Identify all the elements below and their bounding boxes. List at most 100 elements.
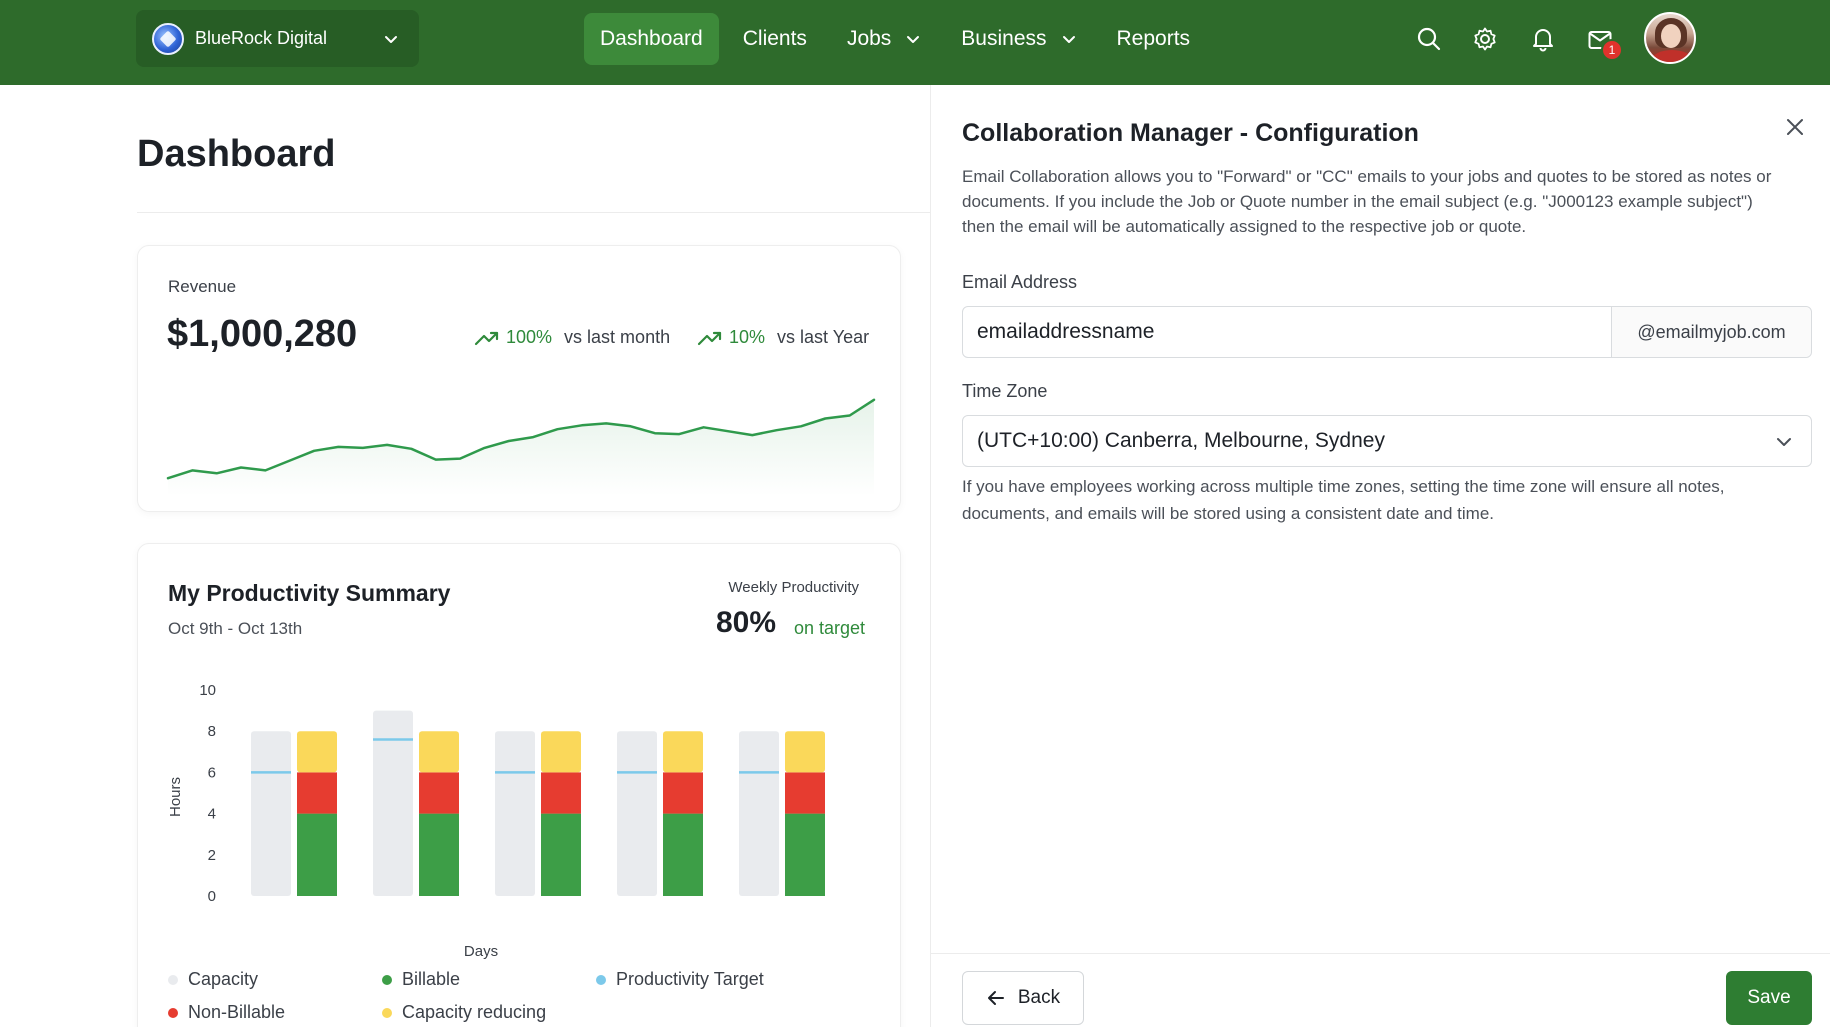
back-label: Back [1017,987,1061,1008]
trend-percent: 100% [506,327,553,347]
revenue-card: Revenue $1,000,280 100% vs last month 10… [137,245,901,512]
capacity-reducing-bar [297,731,337,773]
non-billable-bar [419,772,459,814]
trend-text: vs last Year [777,327,870,347]
weekly-productivity-value: 80% [716,606,777,639]
trend-up-icon [697,331,722,345]
trend-year: 10% vs last Year [697,327,869,348]
footer-divider [931,953,1830,954]
close-icon[interactable] [1784,116,1806,138]
nav-label: Dashboard [600,27,703,50]
main-nav: Dashboard Clients Jobs Business Reports [584,13,1206,65]
revenue-value: $1,000,280 [167,313,358,355]
config-panel: Collaboration Manager - Configuration Em… [930,85,1830,1027]
x-axis-label: Days [464,943,498,960]
save-button[interactable]: Save [1726,971,1812,1025]
trend-text: vs last month [564,327,671,347]
notification-badge: 1 [1601,39,1623,61]
nav-label: Jobs [846,27,892,50]
revenue-label: Revenue [168,277,237,296]
capacity-bar [495,731,535,896]
legend-label: Productivity Target [616,969,764,989]
org-logo-icon [152,22,184,55]
billable-bar [785,813,825,896]
non-billable-bar [541,772,581,814]
legend-item: Productivity Target [596,969,764,990]
back-button[interactable]: Back [962,971,1084,1025]
email-field-group: @emailmyjob.com [962,306,1812,358]
nav-dashboard[interactable]: Dashboard [584,13,719,65]
bell-icon[interactable] [1530,26,1556,52]
trend-up-icon [474,331,499,345]
capacity-reducing-bar [663,731,703,773]
y-tick-label: 0 [208,888,216,905]
chevron-down-icon [1777,438,1791,446]
chart-legend: Capacity Billable Productivity Target No… [168,969,868,1027]
search-icon[interactable] [1416,26,1442,52]
email-domain-suffix: @emailmyjob.com [1611,307,1811,357]
legend-item: Capacity [168,969,258,990]
org-switcher[interactable]: BlueRock Digital [136,10,419,67]
nav-business[interactable]: Business [945,13,1092,65]
y-tick-label: 10 [199,682,216,699]
revenue-line [166,398,876,480]
panel-description: Email Collaboration allows you to "Forwa… [962,167,1772,236]
timezone-label: Time Zone [962,381,1048,401]
nav-label: Reports [1116,27,1191,50]
org-name: BlueRock Digital [195,28,328,48]
page-title: Dashboard [137,133,336,175]
timezone-help-text: If you have employees working across mul… [962,477,1725,523]
capacity-bar [739,731,779,896]
billable-bar [541,813,581,896]
weekly-productivity-status: on target [794,618,866,638]
legend-item: Non-Billable [168,1002,285,1023]
y-tick-label: 6 [208,764,216,781]
trend-percent: 10% [729,327,766,347]
email-field[interactable] [963,307,1611,357]
legend-label: Non-Billable [188,1002,286,1022]
avatar[interactable] [1644,12,1696,64]
legend-label: Capacity [188,969,259,989]
productivity-dates: Oct 9th - Oct 13th [168,619,303,638]
nav-reports[interactable]: Reports [1101,13,1207,65]
nav-label: Clients [742,27,807,50]
timezone-select[interactable]: (UTC+10:00) Canberra, Melbourne, Sydney [962,415,1812,467]
revenue-line-chart [166,398,876,496]
chevron-down-icon [907,36,920,43]
capacity-reducing-bar [541,731,581,773]
productivity-title: My Productivity Summary [168,580,451,606]
revenue-area [168,399,874,496]
billable-bar [297,813,337,896]
productivity-card: My Productivity Summary Oct 9th - Oct 13… [137,543,901,1027]
y-tick-label: 2 [208,847,216,864]
productivity-bar-chart: 0 2 4 6 8 10 Hours Days [167,682,825,960]
legend-dot [382,974,392,985]
save-label: Save [1747,987,1791,1008]
legend-dot [596,974,606,985]
capacity-reducing-bar [785,731,825,773]
legend-label: Capacity reducing [402,1002,547,1022]
non-billable-bar [297,772,337,814]
trend-month: 100% vs last month [474,327,670,348]
nav-label: Business [961,27,1047,50]
legend-dot [168,974,178,985]
non-billable-bar [785,772,825,814]
chevron-down-icon [385,36,397,43]
weekly-productivity-label: Weekly Productivity [728,579,859,596]
top-nav-bar: BlueRock Digital Dashboard Clients Jobs … [0,0,1830,85]
y-tick-label: 4 [208,806,216,823]
legend-item: Capacity reducing [382,1002,546,1023]
capacity-reducing-bar [419,731,459,773]
legend-label: Billable [402,969,461,989]
capacity-bar [251,731,291,896]
divider [137,212,930,213]
non-billable-bar [663,772,703,814]
billable-bar [419,813,459,896]
arrow-left-icon [987,991,1004,1005]
timezone-value: (UTC+10:00) Canberra, Melbourne, Sydney [977,429,1385,452]
nav-clients[interactable]: Clients [727,13,823,65]
gear-icon[interactable] [1472,26,1498,52]
billable-bar [663,813,703,896]
nav-jobs[interactable]: Jobs [831,13,937,65]
legend-dot [168,1007,178,1018]
